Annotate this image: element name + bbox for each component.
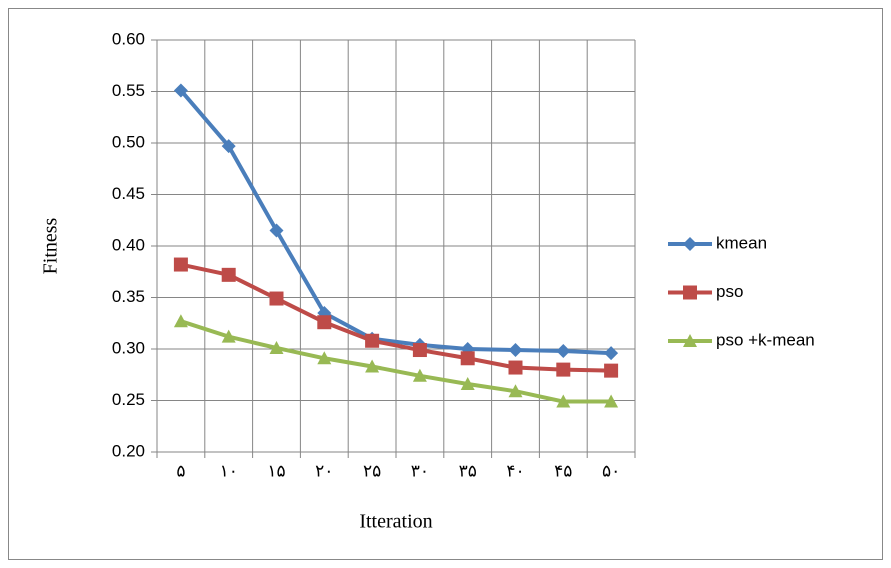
series-line [180,319,612,404]
y-tick-label: 0.35 [112,287,145,306]
data-point [604,363,619,378]
x-tick-label: ۵۰ [602,461,620,480]
y-tick-label: 0.20 [112,441,145,460]
legend-label: kmean [716,233,767,252]
y-tick-label: 0.30 [112,338,145,357]
data-point [317,315,332,330]
legend-marker [683,285,697,300]
legend-label: pso [716,282,743,301]
y-tick-label: 0.25 [112,390,145,409]
data-point [269,291,284,306]
y-tick-label: 0.60 [112,29,145,48]
data-point [269,340,284,354]
data-point [317,351,332,365]
data-point [365,359,380,373]
data-point [412,343,427,358]
series-line [179,89,612,356]
x-tick-label: ۳۵ [459,461,477,480]
x-tick-label: ۵ [176,461,185,480]
data-point [508,384,523,398]
data-point [604,394,619,408]
data-point [508,343,523,358]
legend-marker [683,237,697,251]
x-tick-label: ۱۵ [267,461,285,480]
data-point [412,368,427,382]
data-point [221,267,236,282]
chart-frame [8,8,883,560]
data-point [173,257,188,272]
data-point [221,139,236,154]
x-tick-label: ۲۵ [363,461,381,480]
y-tick-label: 0.40 [112,235,145,254]
series-line [180,262,612,373]
x-tick-label: ۲۰ [315,461,333,480]
data-point [365,333,380,348]
data-point [173,83,188,98]
y-tick-label: 0.55 [112,81,145,100]
data-point [604,346,619,361]
x-tick-label: ۴۵ [554,461,572,480]
data-point [508,360,523,375]
legend-marker [683,334,697,347]
x-tick-label: ۳۰ [411,461,429,480]
data-point [460,351,475,366]
data-point [221,329,236,343]
x-axis-title: Itteration [359,511,432,533]
data-point [173,314,188,328]
data-point [556,362,571,377]
y-tick-label: 0.45 [112,184,145,203]
data-point [269,223,284,238]
data-point [556,344,571,359]
data-point [460,377,475,391]
x-tick-label: ۴۰ [506,461,524,480]
x-tick-label: ۱۰ [220,461,238,480]
y-axis-title: Fitness [40,217,62,274]
y-tick-label: 0.50 [112,132,145,151]
legend-label: pso +k-mean [716,330,815,349]
data-point [556,394,571,408]
